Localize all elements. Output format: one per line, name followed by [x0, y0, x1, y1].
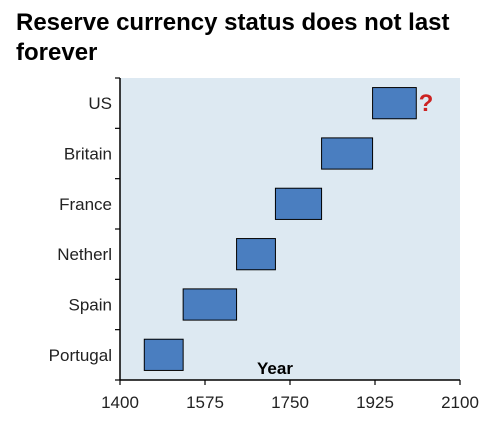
category-labels: Portugal Spain Netherl France Britain US — [49, 94, 112, 365]
x-tick-label: 1400 — [101, 393, 139, 412]
x-tick-label: 1750 — [271, 393, 309, 412]
annotation-label: ? — [419, 90, 434, 117]
annotations: ? — [419, 90, 434, 117]
category-label: Spain — [69, 296, 112, 315]
category-label: France — [59, 195, 112, 214]
x-axis-title: Year — [257, 359, 293, 378]
bars — [143, 87, 417, 371]
range-bar — [143, 338, 184, 371]
range-bar — [274, 187, 323, 220]
x-tick-label: 1925 — [356, 393, 394, 412]
range-bar — [321, 137, 374, 170]
x-tick-label: 1575 — [186, 393, 224, 412]
range-bar — [236, 238, 276, 271]
x-axis-ticks: 1400 1575 1750 1925 2100 — [101, 380, 479, 412]
y-axis-ticks — [115, 77, 120, 381]
category-label: Britain — [64, 145, 112, 164]
chart-title: Reserve currency status does not last fo… — [16, 9, 450, 66]
category-label: Portugal — [49, 346, 112, 365]
category-label: US — [88, 94, 112, 113]
range-bar — [182, 288, 238, 321]
x-tick-label: 2100 — [441, 393, 479, 412]
range-bar — [372, 87, 417, 120]
category-label: Netherl — [57, 245, 112, 264]
plot-area — [120, 78, 460, 380]
